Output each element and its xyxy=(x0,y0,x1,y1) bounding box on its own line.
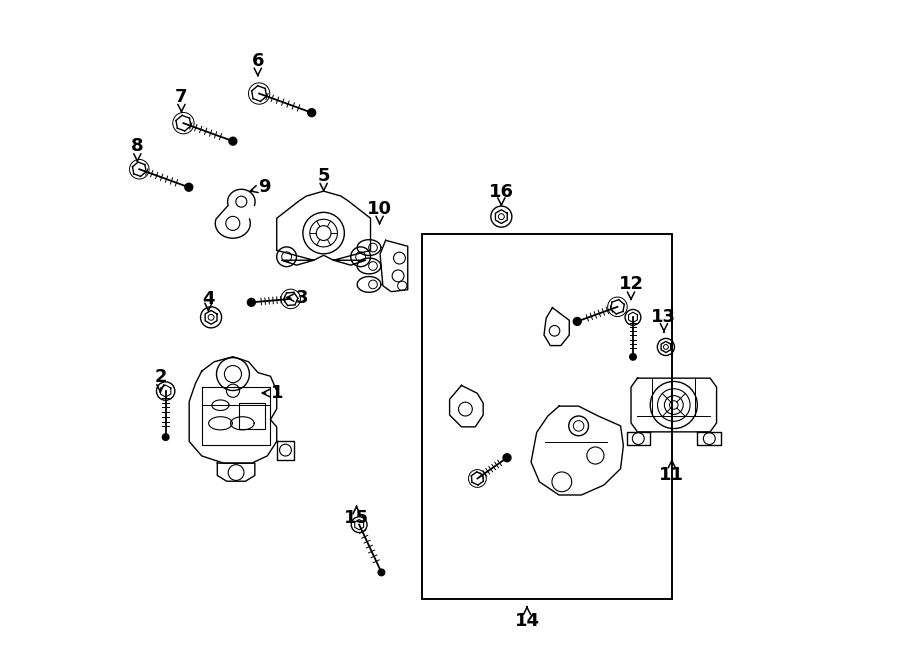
Bar xyxy=(422,234,672,599)
Text: 16: 16 xyxy=(489,183,514,205)
Text: 12: 12 xyxy=(618,276,644,299)
Circle shape xyxy=(162,434,169,440)
Text: 7: 7 xyxy=(176,88,188,112)
Text: 6: 6 xyxy=(251,52,264,76)
Circle shape xyxy=(184,183,193,191)
Circle shape xyxy=(378,569,384,576)
Text: 8: 8 xyxy=(131,137,144,161)
Text: 2: 2 xyxy=(154,368,166,392)
Text: 4: 4 xyxy=(202,290,215,311)
Circle shape xyxy=(229,137,237,145)
Circle shape xyxy=(503,454,511,461)
Text: 13: 13 xyxy=(652,308,677,332)
Text: 1: 1 xyxy=(262,384,284,402)
Text: 9: 9 xyxy=(250,178,271,196)
Text: 10: 10 xyxy=(367,200,392,224)
Circle shape xyxy=(630,354,636,360)
Text: 3: 3 xyxy=(286,289,308,307)
Text: 14: 14 xyxy=(515,607,539,631)
Circle shape xyxy=(248,298,256,306)
Circle shape xyxy=(573,317,581,325)
Circle shape xyxy=(308,108,316,116)
Text: 11: 11 xyxy=(660,460,684,485)
Text: 5: 5 xyxy=(318,167,330,191)
Text: 15: 15 xyxy=(344,506,369,527)
